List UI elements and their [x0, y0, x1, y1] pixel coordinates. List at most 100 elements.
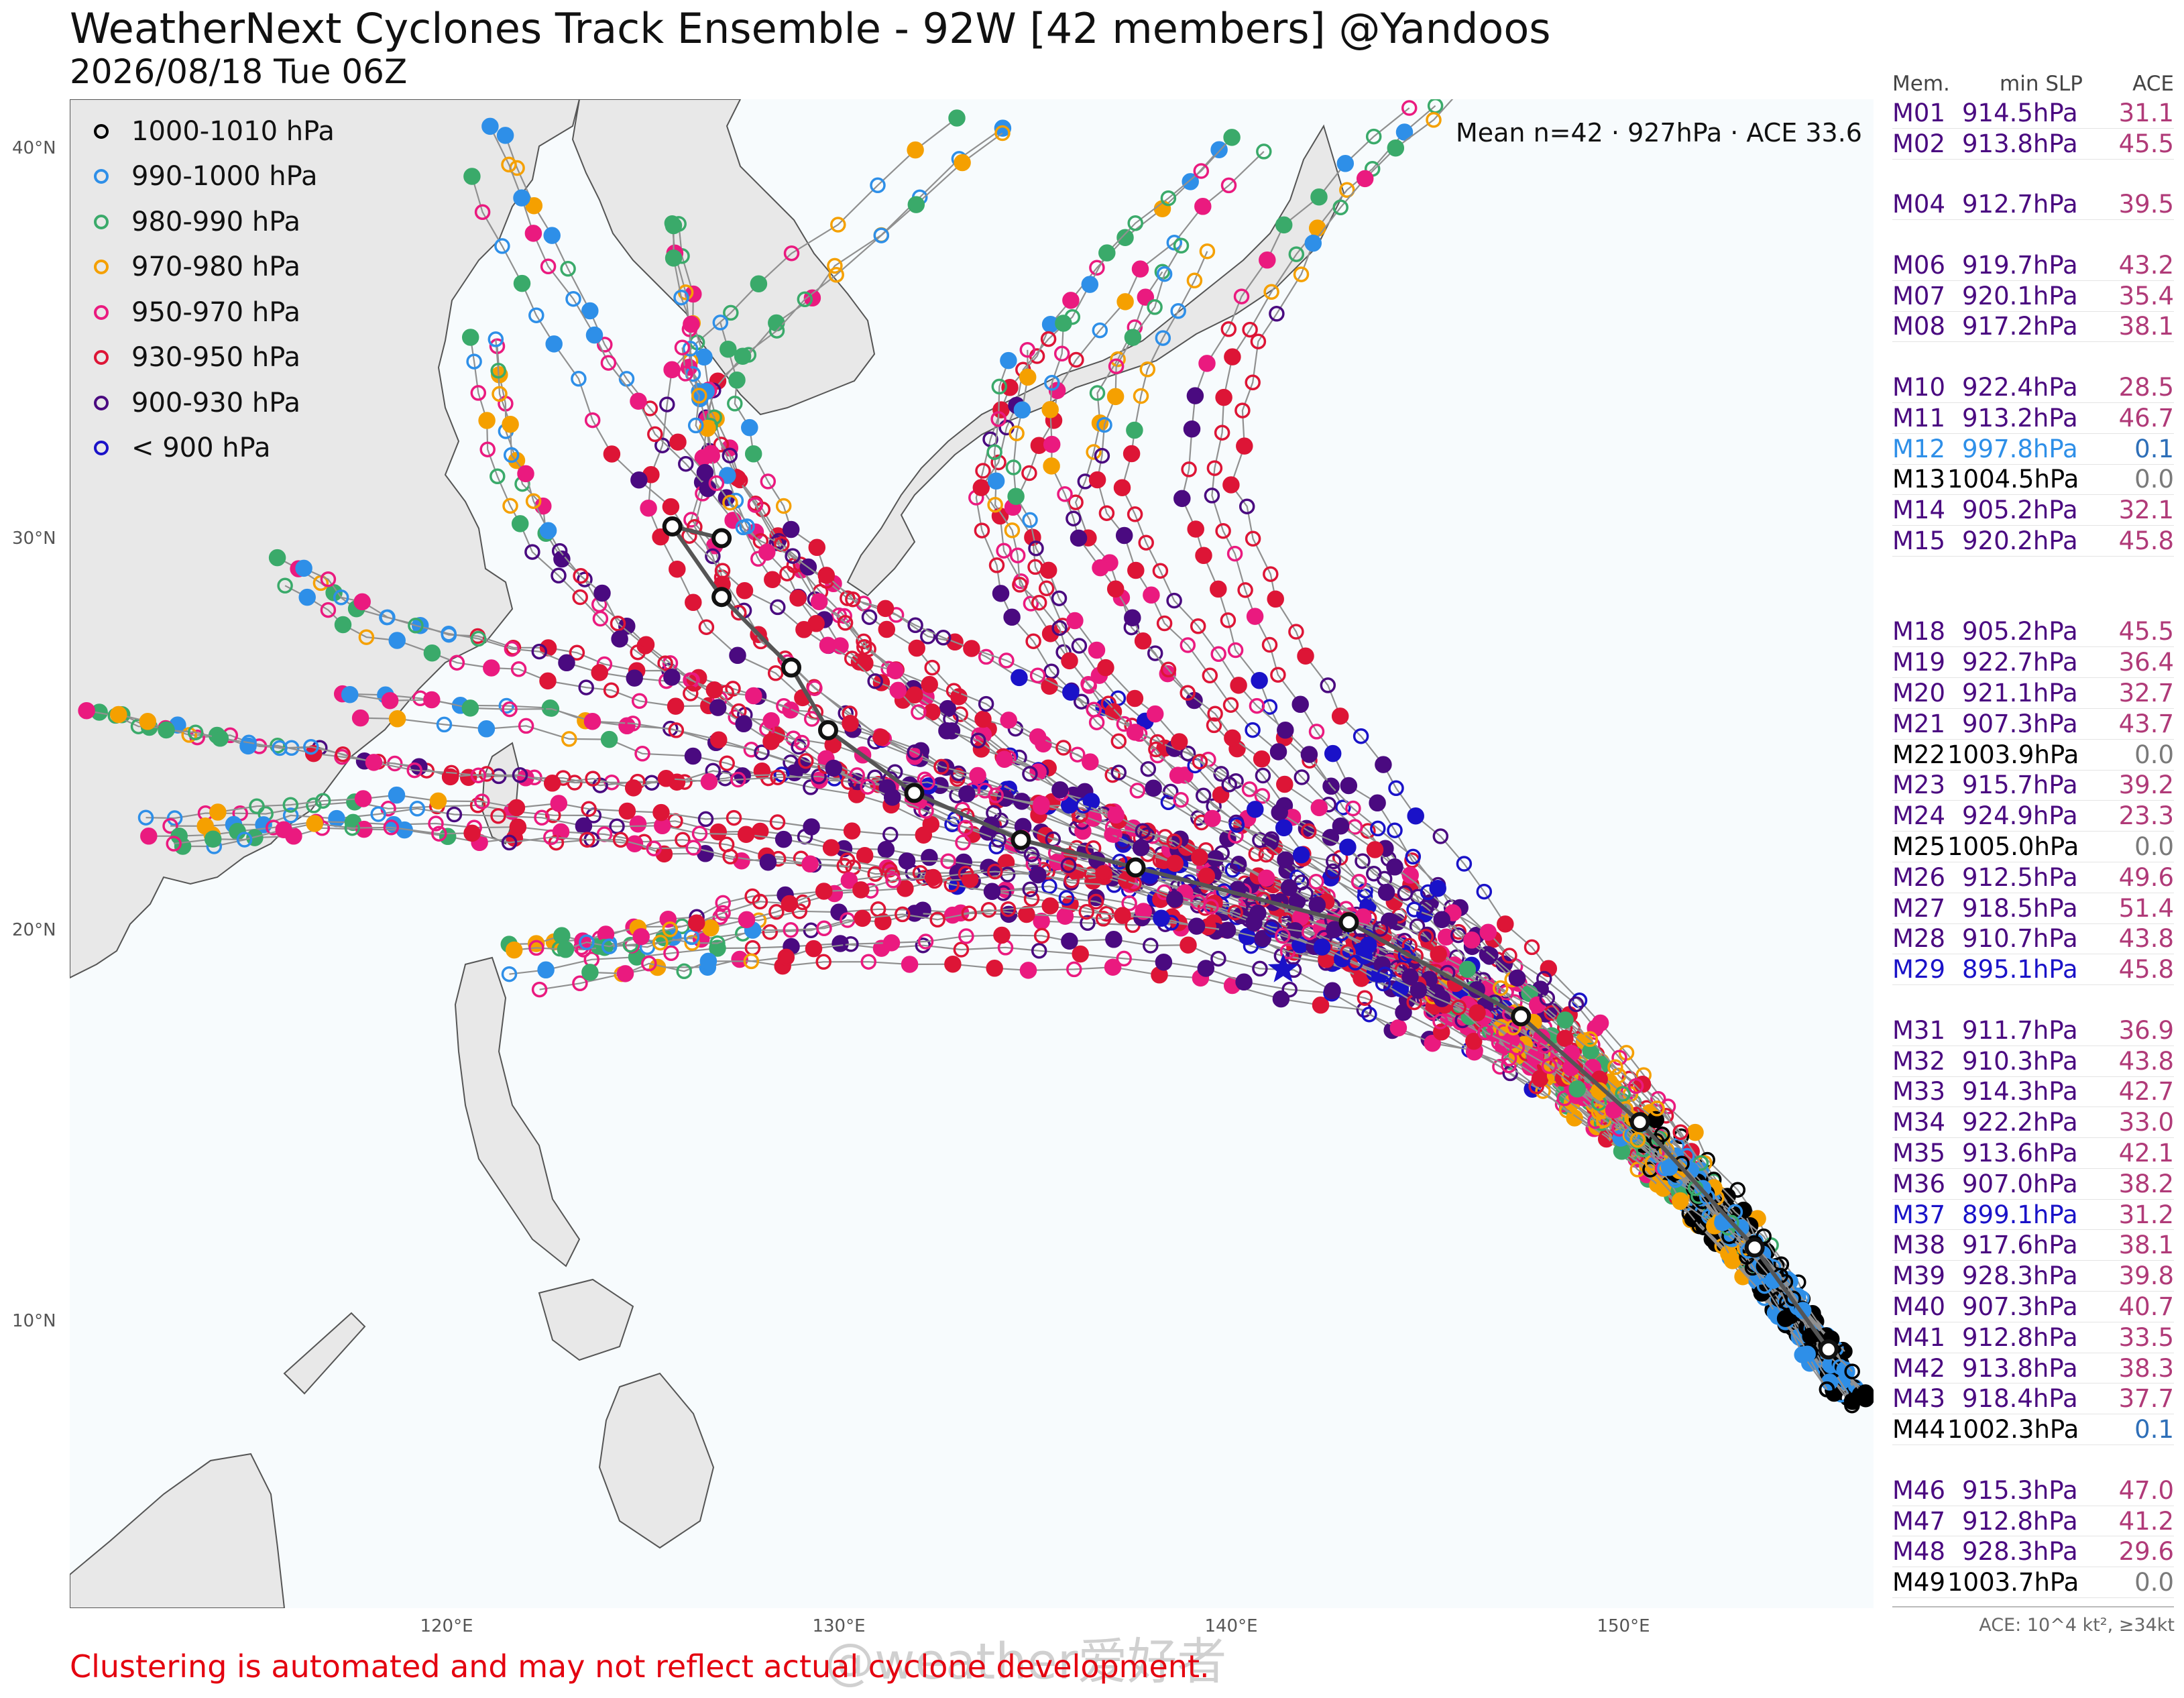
- track-point: [705, 681, 724, 699]
- track-point: [663, 945, 679, 962]
- track-map[interactable]: [70, 99, 1874, 1608]
- member-min-slp: 905.2hPa: [1962, 617, 2078, 646]
- map-canvas[interactable]: [70, 99, 1874, 1608]
- track-point: [1072, 945, 1089, 963]
- member-rows: M01 914.5hPa 31.1 M02 913.8hPa 45.5 M04 912.7hP…: [1892, 98, 2174, 1599]
- track-point: [1166, 592, 1182, 609]
- member-row: M28 910.7hPa 43.8: [1892, 924, 2174, 955]
- track-point: [543, 227, 561, 244]
- track-point: [1332, 199, 1348, 216]
- track-point: [320, 602, 337, 618]
- track-point: [1204, 488, 1220, 504]
- track-point: [657, 770, 675, 787]
- member-row: M48 928.3hPa 29.6: [1892, 1536, 2174, 1568]
- member-table-header: Mem. min SLP ACE: [1892, 70, 2174, 98]
- track-point: [1280, 879, 1298, 897]
- track-point: [1081, 276, 1099, 293]
- member-ace: 0.1: [2134, 434, 2174, 463]
- lat-label-10: 10°N: [12, 1311, 56, 1331]
- track-point: [1095, 864, 1112, 883]
- track-point: [524, 544, 540, 560]
- track-point: [524, 225, 542, 242]
- page-title: WeatherNext Cyclones Track Ensemble - 92…: [70, 4, 1551, 53]
- track-point: [1064, 872, 1080, 889]
- track-point: [1000, 712, 1017, 729]
- track-point: [992, 585, 1010, 602]
- track-point: [558, 654, 575, 672]
- lon-label-150: 150°E: [1597, 1616, 1650, 1636]
- mean-track-point: [1818, 1339, 1839, 1360]
- track-point: [1611, 1050, 1627, 1066]
- track-point: [1607, 1059, 1623, 1076]
- member-id: M35: [1892, 1138, 1946, 1168]
- track-point: [1166, 854, 1184, 872]
- track-point: [481, 117, 499, 135]
- track-point: [525, 493, 542, 509]
- track-point: [837, 615, 854, 631]
- member-id: M24: [1892, 801, 1946, 831]
- legend-label: 970-980 hPa: [131, 251, 301, 283]
- track-point: [874, 913, 892, 931]
- member-id: M07: [1892, 281, 1946, 310]
- track-point: [531, 981, 548, 998]
- track-point: [508, 799, 526, 817]
- track-point: [1433, 911, 1450, 929]
- track-point: [282, 797, 299, 813]
- track-point: [735, 519, 752, 536]
- track-point: [1255, 767, 1271, 784]
- member-row: M12 997.8hPa 0.1: [1892, 434, 2174, 465]
- track-point: [1022, 512, 1038, 528]
- track-point: [1252, 960, 1268, 977]
- track-point: [876, 600, 895, 618]
- track-point: [1182, 173, 1199, 190]
- track-point: [988, 838, 1004, 855]
- track-point: [1075, 797, 1092, 814]
- track-point: [1241, 781, 1258, 797]
- ensemble-track-line: [469, 337, 1853, 1372]
- track-point: [1230, 677, 1247, 694]
- track-point: [665, 249, 683, 267]
- member-row: M13 1004.5hPa 0.0: [1892, 465, 2174, 496]
- track-point: [593, 584, 611, 602]
- track-point: [502, 701, 518, 718]
- member-row: M20 921.1hPa 32.7: [1892, 678, 2174, 709]
- track-point: [1173, 490, 1191, 508]
- member-min-slp: 907.3hPa: [1962, 1292, 2078, 1321]
- member-min-slp: 920.2hPa: [1962, 526, 2078, 556]
- track-point: [534, 809, 550, 826]
- member-id: M04: [1892, 190, 1946, 219]
- track-point: [1247, 801, 1264, 818]
- track-point: [1170, 733, 1188, 750]
- track-point: [341, 685, 359, 703]
- mean-track-point: [1338, 912, 1359, 933]
- track-point: [525, 196, 543, 215]
- track-point: [860, 779, 876, 795]
- track-point: [1254, 788, 1271, 804]
- member-min-slp: 914.5hPa: [1962, 98, 2078, 127]
- member-min-slp: 912.5hPa: [1962, 862, 2078, 892]
- track-point: [461, 329, 479, 346]
- track-point: [1373, 956, 1391, 974]
- member-min-slp: 913.8hPa: [1962, 1353, 2078, 1383]
- track-point: [630, 644, 646, 661]
- mean-track-point: [818, 720, 838, 740]
- track-point: [691, 826, 708, 842]
- track-point: [303, 738, 319, 755]
- track-point: [616, 965, 634, 982]
- track-point: [513, 189, 530, 207]
- track-point: [1086, 444, 1102, 460]
- track-point: [1556, 1011, 1574, 1029]
- track-point: [776, 697, 792, 714]
- track-point: [1263, 566, 1279, 582]
- track-point: [1432, 1013, 1448, 1029]
- legend-ring-icon: [94, 350, 109, 365]
- track-point: [1401, 866, 1419, 884]
- track-point: [785, 730, 801, 746]
- track-point: [1224, 348, 1241, 365]
- track-point: [1089, 385, 1106, 401]
- track-point: [1143, 586, 1160, 604]
- track-point: [736, 581, 754, 600]
- track-point: [767, 665, 784, 681]
- member-row: M44 1002.3hPa 0.1: [1892, 1414, 2174, 1446]
- track-point: [1248, 846, 1265, 862]
